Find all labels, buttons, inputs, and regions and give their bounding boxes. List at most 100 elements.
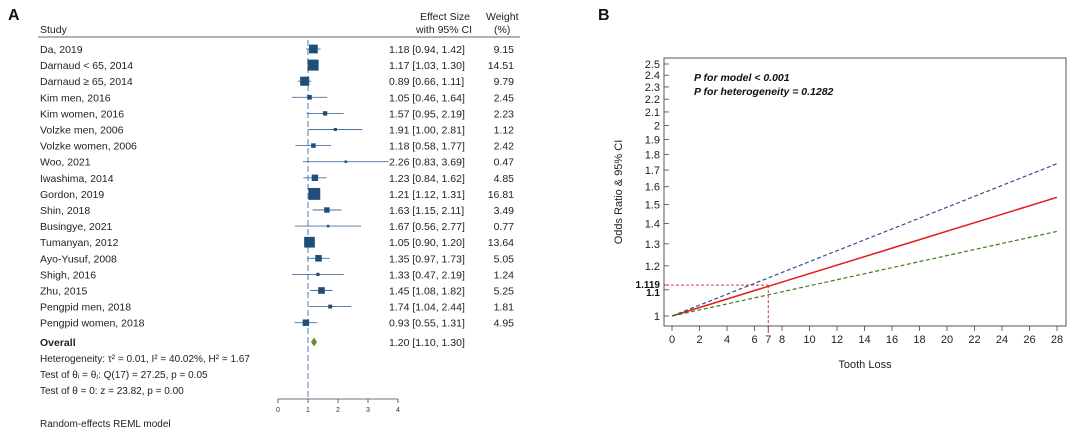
y-tick-label: 1.4	[645, 218, 660, 230]
y-tick-label: 2.5	[645, 59, 660, 71]
study-weight: 3.49	[494, 205, 515, 217]
study-name: Shin, 2018	[40, 205, 90, 217]
study-name: Da, 2019	[40, 44, 83, 56]
study-row: Shigh, 2016 1.33 [0.47, 2.19] 1.24	[40, 269, 514, 281]
study-marker	[344, 160, 348, 163]
study-row: Woo, 2021 2.26 [0.83, 3.69] 0.47	[40, 157, 514, 169]
study-marker	[302, 319, 310, 326]
x-tick-label: 18	[913, 334, 925, 346]
study-ci-text: 1.18 [0.94, 1.42]	[389, 44, 465, 56]
y-tick-label: 2.3	[645, 82, 660, 94]
y-tick-label: 1.9	[645, 134, 660, 146]
series-line-1	[671, 163, 1058, 317]
overall-ci-text: 1.20 [1.10, 1.30]	[389, 337, 465, 349]
study-marker	[307, 59, 319, 71]
panel-a-label: A	[8, 7, 20, 24]
y-tick-label: 1	[654, 311, 660, 323]
study-row: Volzke women, 2006 1.18 [0.58, 1.77] 2.42	[40, 141, 514, 153]
overall-label: Overall	[40, 337, 76, 349]
study-row: Shin, 2018 1.63 [1.15, 2.11] 3.49	[40, 205, 514, 217]
effect-size-header: Effect Size	[420, 11, 470, 23]
y-axis-label: Odds Ratio & 95% CI	[613, 140, 625, 245]
study-name: Darnaud ≥ 65, 2014	[40, 76, 133, 88]
x-tick-label: 20	[941, 334, 953, 346]
study-weight: 1.81	[494, 302, 515, 314]
forest-rows: Da, 2019 1.18 [0.94, 1.42] 9.15 Darnaud < 6…	[40, 40, 514, 398]
study-weight: 2.45	[494, 92, 515, 104]
study-ci-text: 1.18 [0.58, 1.77]	[389, 141, 465, 153]
x-tick-label: 6	[751, 334, 757, 346]
line-chart: 11.11.1191.21.31.41.51.61.71.81.922.12.2…	[636, 59, 1064, 346]
study-name: Kim men, 2016	[40, 92, 111, 104]
study-weight: 0.47	[494, 157, 515, 169]
study-row: Zhu, 2015 1.45 [1.08, 1.82] 5.25	[40, 286, 514, 298]
study-name: Iwashima, 2014	[40, 173, 114, 185]
series-line-0	[671, 196, 1058, 317]
study-weight: 14.51	[488, 60, 514, 72]
study-marker	[304, 236, 315, 248]
study-weight: 13.64	[488, 237, 514, 249]
study-row: Busingye, 2021 1.67 [0.56, 2.77] 0.77	[40, 221, 514, 233]
study-marker	[307, 95, 312, 100]
weight-header: Weight	[486, 11, 519, 23]
study-name: Zhu, 2015	[40, 286, 87, 298]
study-weight: 9.15	[494, 44, 515, 56]
study-name: Gordon, 2019	[40, 189, 104, 201]
y-tick-label: 1.5	[645, 199, 660, 211]
annotation-model-p: P for model < 0.001	[694, 72, 790, 84]
study-row: Kim women, 2016 1.57 [0.95, 2.19] 2.23	[40, 108, 514, 120]
study-name: Volzke women, 2006	[40, 141, 137, 153]
study-weight: 0.77	[494, 221, 515, 233]
study-row: Volzke men, 2006 1.91 [1.00, 2.81] 1.12	[40, 125, 514, 137]
study-ci-text: 1.21 [1.12, 1.31]	[389, 189, 465, 201]
study-ci-text: 0.89 [0.66, 1.11]	[389, 76, 464, 88]
y-tick-label: 1.8	[645, 149, 660, 161]
series-line-2	[671, 230, 1058, 317]
study-name: Pengpid men, 2018	[40, 302, 131, 314]
y-tick-label: 1.119	[636, 280, 661, 291]
x-tick-label: 0	[669, 334, 675, 346]
y-tick-label: 1.2	[645, 261, 660, 273]
study-ci-text: 1.91 [1.00, 2.81]	[389, 125, 465, 137]
x-tick-label: 22	[968, 334, 980, 346]
effect-size-header-ci: with 95% CI	[415, 24, 472, 36]
study-marker	[316, 272, 320, 277]
study-weight: 4.95	[494, 318, 515, 330]
study-weight: 16.81	[488, 189, 514, 201]
study-ci-text: 1.23 [0.84, 1.62]	[389, 173, 465, 185]
study-ci-text: 1.17 [1.03, 1.30]	[389, 60, 465, 72]
study-header: Study	[40, 24, 68, 36]
study-ci-text: 1.67 [0.56, 2.77]	[389, 221, 465, 233]
study-name: Busingye, 2021	[40, 221, 113, 233]
study-row: Darnaud ≥ 65, 2014 0.89 [0.66, 1.11] 9.79	[40, 76, 514, 88]
study-marker	[326, 224, 330, 228]
study-name: Shigh, 2016	[40, 269, 96, 281]
y-tick-label: 2.4	[645, 70, 660, 82]
x-tick-label: 28	[1051, 334, 1063, 346]
study-marker	[311, 143, 316, 148]
study-marker	[333, 127, 337, 132]
x-axis-label: Tooth Loss	[838, 359, 892, 371]
study-name: Pengpid women, 2018	[40, 318, 145, 330]
heterogeneity-text: Heterogeneity: τ² = 0.01, I² = 40.02%, H…	[40, 354, 250, 365]
study-row: Darnaud < 65, 2014 1.17 [1.03, 1.30] 14.51	[40, 59, 514, 72]
x-tick-label: 7	[765, 334, 771, 346]
study-row: Ayo-Yusuf, 2008 1.35 [0.97, 1.73] 5.05	[40, 253, 514, 265]
forest-tick-label: 3	[366, 407, 370, 414]
annotation-heterogeneity-p: P for heterogeneity = 0.1282	[694, 86, 834, 98]
x-tick-label: 16	[886, 334, 898, 346]
study-ci-text: 2.26 [0.83, 3.69]	[389, 157, 465, 169]
panel-b-label: B	[598, 7, 610, 24]
study-name: Ayo-Yusuf, 2008	[40, 253, 117, 265]
forest-tick-label: 1	[306, 407, 310, 414]
study-ci-text: 1.05 [0.46, 1.64]	[389, 92, 465, 104]
study-ci-text: 1.35 [0.97, 1.73]	[389, 253, 465, 265]
x-tick-label: 2	[696, 334, 702, 346]
study-weight: 5.05	[494, 253, 515, 265]
study-ci-text: 1.57 [0.95, 2.19]	[389, 108, 465, 120]
y-tick-label: 2.1	[645, 107, 660, 119]
study-name: Darnaud < 65, 2014	[40, 60, 133, 72]
plot-frame	[663, 57, 1067, 327]
study-row: Kim men, 2016 1.05 [0.46, 1.64] 2.45	[40, 92, 514, 104]
model-note: Random-effects REML model	[40, 419, 171, 430]
